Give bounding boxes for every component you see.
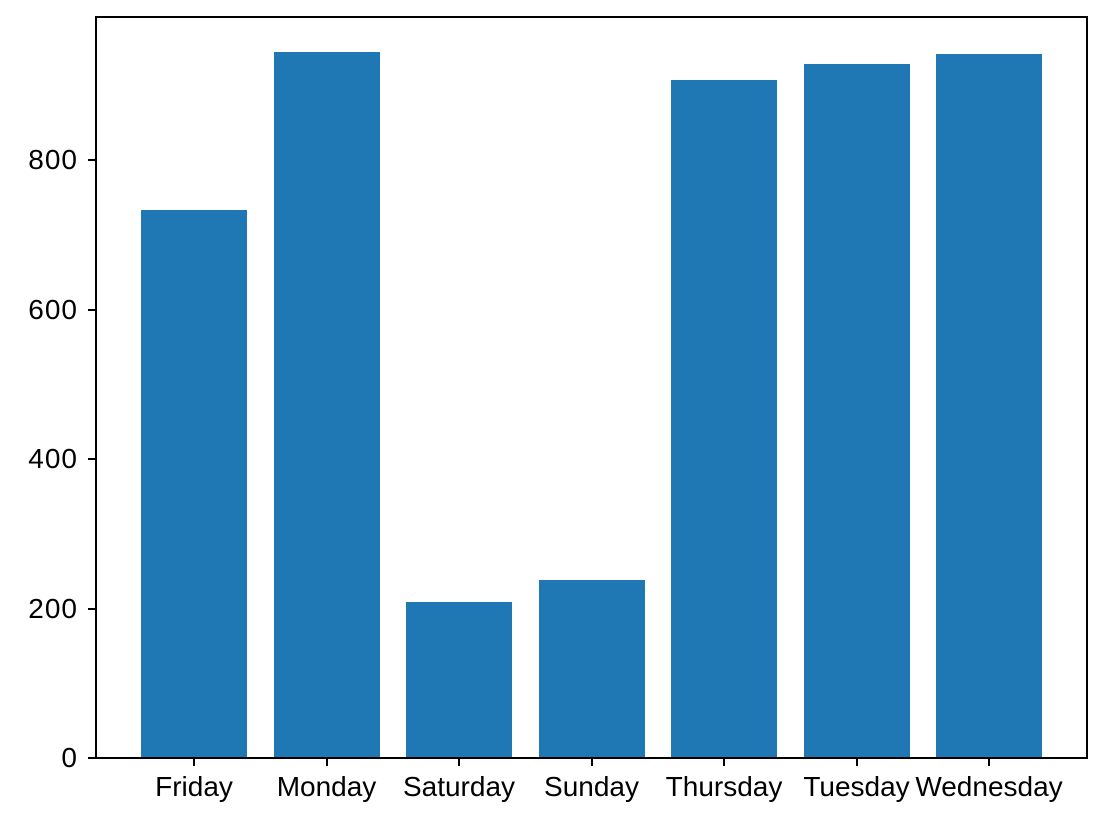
y-tick-label: 400: [28, 443, 78, 475]
bar-friday: [141, 209, 247, 758]
x-tick-mark: [590, 758, 593, 766]
bar-thursday: [671, 79, 777, 758]
y-tick-mark: [88, 757, 96, 759]
x-tick-label-friday: Friday: [155, 771, 233, 802]
x-tick-mark: [988, 758, 990, 766]
bar-sunday: [538, 580, 645, 758]
x-tick-mark: [723, 758, 725, 766]
bar-monday: [273, 52, 380, 758]
y-tick-mark: [88, 308, 96, 311]
x-tick-mark: [325, 758, 328, 766]
y-tick-mark: [88, 159, 96, 162]
y-tick-mark: [88, 607, 96, 610]
x-tick-label-tuesday: Tuesday: [803, 771, 910, 802]
bar-tuesday: [803, 64, 910, 758]
bar-saturday: [406, 601, 512, 758]
x-tick-label-sunday: Sunday: [544, 771, 639, 802]
x-tick-mark: [855, 758, 858, 766]
y-tick-label: 800: [28, 144, 78, 176]
bar-wednesday: [936, 54, 1042, 758]
y-tick-mark: [88, 458, 96, 461]
plot-area: [96, 17, 1087, 758]
y-tick-label: 600: [28, 293, 78, 325]
y-tick-label: 0: [61, 742, 78, 773]
x-tick-label-saturday: Saturday: [402, 771, 516, 802]
x-tick-label-wednesday: Wednesday: [915, 771, 1063, 802]
x-tick-mark: [458, 758, 460, 766]
x-tick-mark: [193, 758, 195, 766]
y-tick-label: 200: [28, 592, 78, 624]
x-tick-label-monday: Monday: [276, 771, 377, 802]
x-tick-label-thursday: Thursday: [665, 771, 783, 802]
